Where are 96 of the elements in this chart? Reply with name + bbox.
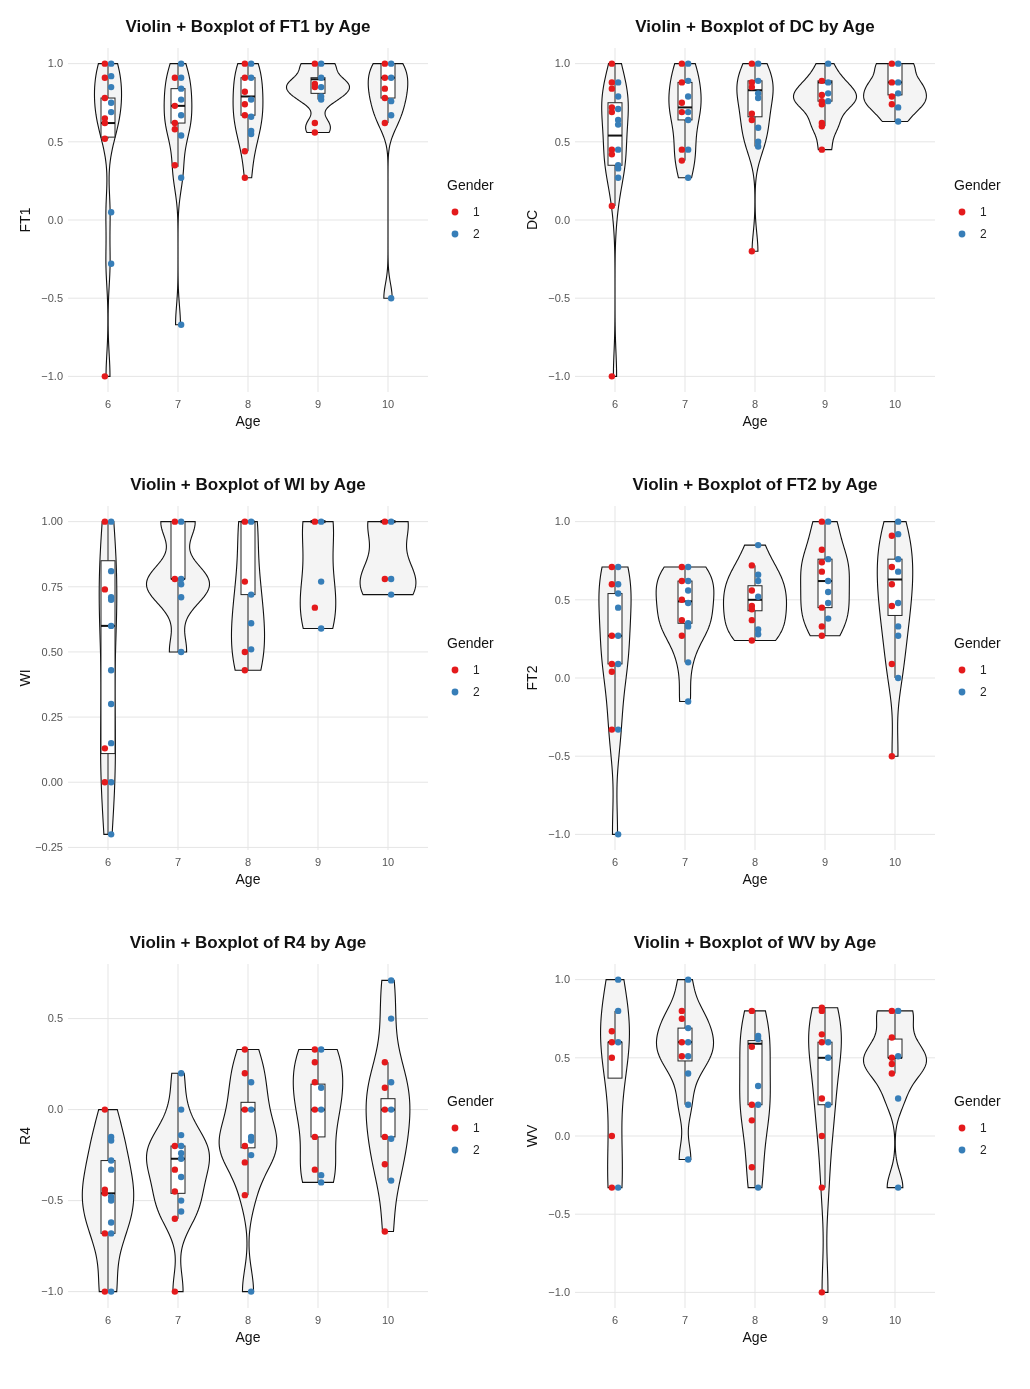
chart-title: Violin + Boxplot of FT1 by Age: [125, 17, 371, 36]
x-tick-label: 9: [821, 856, 829, 868]
y-tick-label: 0.0: [554, 671, 570, 684]
y-tick-label: 0.75: [41, 580, 63, 593]
x-axis-title: Age: [742, 1329, 768, 1345]
legend-label: 2: [980, 1143, 987, 1158]
y-tick-label: −1.0: [548, 1286, 570, 1299]
y-tick-label: −0.25: [35, 841, 63, 854]
x-tick-label: 6: [104, 398, 112, 410]
y-tick-label: 0.5: [47, 135, 63, 148]
y-tick-label: 1.0: [554, 57, 570, 70]
x-tick-label: 8: [751, 398, 759, 410]
y-tick-label: −1.0: [548, 828, 570, 841]
y-tick-label: 0.00: [41, 776, 63, 789]
y-tick-label: −1.0: [548, 370, 570, 383]
x-tick-label: 7: [174, 1314, 182, 1326]
y-tick-label: 0.5: [554, 135, 570, 148]
x-tick-label: 8: [751, 1314, 759, 1326]
x-tick-label: 8: [751, 856, 759, 868]
x-tick-label: 9: [821, 1314, 829, 1326]
legend-label: 1: [980, 205, 987, 220]
y-axis-title: WI: [17, 669, 33, 687]
x-axis-title: Age: [235, 1329, 261, 1345]
x-tick-label: 9: [314, 856, 322, 868]
x-tick-label: 10: [888, 1314, 902, 1326]
x-tick-label: 6: [104, 1314, 112, 1326]
x-tick-label: 7: [174, 398, 182, 410]
legend-title: Gender: [954, 177, 1002, 193]
y-tick-label: 0.0: [47, 213, 63, 226]
y-tick-label: 0.0: [554, 213, 570, 226]
y-axis-title: FT1: [17, 207, 33, 233]
x-tick-label: 7: [174, 856, 182, 868]
y-tick-label: 0.25: [41, 710, 63, 723]
x-tick-label: 10: [381, 856, 395, 868]
legend-label: 1: [473, 1121, 480, 1136]
legend-label: 1: [980, 663, 987, 678]
x-axis-title: Age: [742, 871, 768, 887]
chart-title: Violin + Boxplot of WI by Age: [130, 475, 366, 494]
x-tick-label: 8: [244, 398, 252, 410]
legend-title: Gender: [447, 177, 495, 193]
chart-title: Violin + Boxplot of WV by Age: [633, 933, 877, 952]
x-tick-label: 6: [611, 856, 619, 868]
x-tick-label: 9: [314, 1314, 322, 1326]
y-tick-label: −0.5: [548, 1208, 570, 1221]
x-tick-label: 7: [681, 398, 689, 410]
x-tick-label: 8: [244, 856, 252, 868]
y-tick-label: 0.50: [41, 645, 63, 658]
y-axis-title: DC: [524, 209, 540, 231]
y-tick-label: 0.5: [47, 1012, 63, 1025]
y-tick-label: −1.0: [41, 1285, 63, 1298]
legend-title: Gender: [954, 635, 1002, 651]
y-tick-label: 1.0: [554, 515, 570, 528]
chart-title: Violin + Boxplot of R4 by Age: [129, 933, 367, 952]
legend-title: Gender: [447, 1093, 495, 1109]
x-axis-title: Age: [235, 871, 261, 887]
x-tick-label: 7: [681, 1314, 689, 1326]
legend-title: Gender: [954, 1093, 1002, 1109]
legend-label: 2: [980, 685, 987, 700]
legend-title: Gender: [447, 635, 495, 651]
chart-title: Violin + Boxplot of DC by Age: [635, 17, 875, 36]
x-tick-label: 6: [611, 1314, 619, 1326]
x-tick-label: 9: [314, 398, 322, 410]
y-tick-label: 0.5: [554, 1051, 570, 1064]
legend-label: 1: [473, 663, 480, 678]
y-tick-label: 1.0: [554, 973, 570, 986]
y-tick-label: −0.5: [548, 292, 570, 305]
x-axis-title: Age: [235, 413, 261, 429]
y-tick-label: 0.0: [47, 1103, 63, 1116]
y-tick-label: 0.5: [554, 593, 570, 606]
legend-label: 2: [473, 227, 480, 242]
legend-label: 2: [473, 1143, 480, 1158]
x-tick-label: 6: [611, 398, 619, 410]
y-tick-label: 1.00: [41, 515, 63, 528]
y-axis-title: R4: [17, 1126, 33, 1145]
x-tick-label: 10: [381, 1314, 395, 1326]
y-tick-label: −0.5: [548, 750, 570, 763]
y-axis-title: WV: [524, 1124, 540, 1148]
y-tick-label: −1.0: [41, 370, 63, 383]
y-axis-title: FT2: [524, 665, 540, 691]
x-axis-title: Age: [742, 413, 768, 429]
x-tick-label: 9: [821, 398, 829, 410]
y-tick-label: −0.5: [41, 292, 63, 305]
x-tick-label: 8: [244, 1314, 252, 1326]
legend-label: 2: [473, 685, 480, 700]
x-tick-label: 6: [104, 856, 112, 868]
legend-label: 2: [980, 227, 987, 242]
x-tick-label: 7: [681, 856, 689, 868]
y-tick-label: 1.0: [47, 57, 63, 70]
chart-title: Violin + Boxplot of FT2 by Age: [632, 475, 878, 494]
y-tick-label: 0.0: [554, 1129, 570, 1142]
legend-label: 1: [473, 205, 480, 220]
x-tick-label: 10: [888, 856, 902, 868]
x-tick-label: 10: [381, 398, 395, 410]
legend-label: 1: [980, 1121, 987, 1136]
x-tick-label: 10: [888, 398, 902, 410]
y-tick-label: −0.5: [41, 1194, 63, 1207]
